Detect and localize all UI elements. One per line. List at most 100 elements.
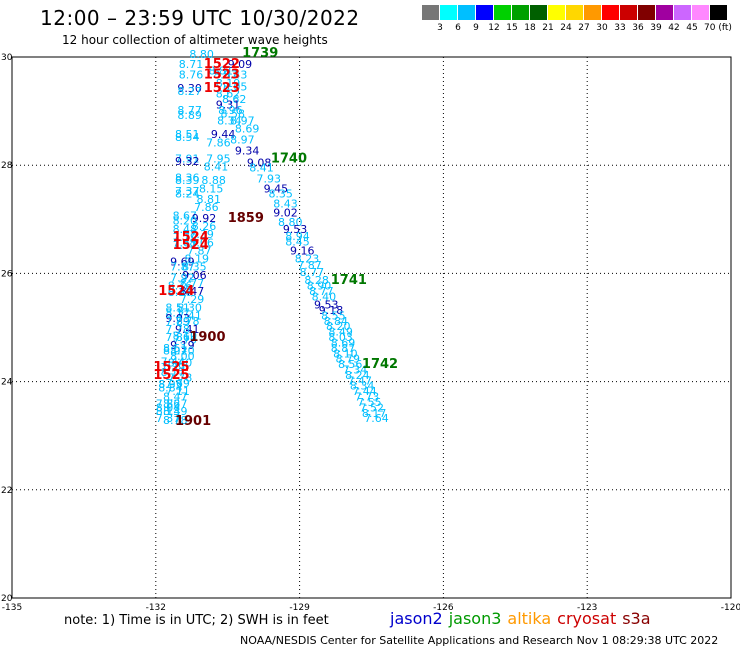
pass-time-label: 1900: [189, 330, 225, 345]
wave-height-value: 8.43: [273, 197, 298, 210]
scale-label: 45: [686, 23, 698, 33]
wave-height-value: 8.48: [173, 223, 198, 236]
wave-height-value: 8.80: [278, 216, 303, 229]
wave-height-value: 8.76: [168, 280, 193, 293]
wave-height-value: 8.76: [179, 69, 204, 82]
x-tick-label: -123: [577, 603, 597, 613]
pass-time-label: 1524: [158, 284, 194, 299]
scale-swatch: [692, 5, 709, 20]
units-note: note: 1) Time is in UTC; 2) SWH is in fe…: [64, 613, 329, 628]
scale-swatch: [638, 5, 655, 20]
satellite-jason3: jason3: [448, 609, 502, 628]
wave-height-value: 9.18: [319, 304, 344, 317]
wave-height-value: 8.77: [180, 277, 205, 290]
wave-height-value: 8.51: [175, 128, 200, 141]
satellite-s3a: s3a: [622, 609, 651, 628]
wave-height-value: 8.13: [156, 405, 181, 418]
chart-title: 12:00 – 23:59 UTC 10/30/2022: [40, 6, 360, 30]
pass-time-label: 1741: [331, 273, 367, 288]
wave-height-value: 9.34: [235, 144, 260, 157]
scale-label: 27: [578, 23, 590, 33]
scale-swatch: [656, 5, 673, 20]
scale-swatch: [512, 5, 529, 20]
wave-height-value: 8.39: [175, 174, 200, 187]
scale-swatch: [548, 5, 565, 20]
wave-height-value: 9.53: [314, 299, 339, 312]
wave-height-value: 7.86: [156, 398, 181, 411]
scale-swatch: [674, 5, 691, 20]
wave-height-value: 7.70: [173, 334, 198, 347]
scale-label: 39: [650, 23, 662, 33]
y-tick-label: 26: [1, 269, 13, 279]
wave-height-value: 8.23: [295, 253, 320, 266]
wave-height-value: 7.69: [165, 377, 190, 390]
wave-height-value: 8.35: [182, 261, 207, 274]
wave-height-value: 9.44: [211, 128, 236, 141]
scale-swatch: [458, 5, 475, 20]
wave-height-value: 7.44: [352, 385, 377, 398]
pass-time-label: 1523: [204, 81, 240, 96]
scale-swatch: [476, 5, 493, 20]
x-tick-label: -126: [433, 603, 454, 613]
pass-time-label: 1524: [173, 238, 209, 253]
pass-time-label: 1742: [362, 357, 398, 372]
pass-time-label: 1740: [271, 151, 307, 166]
x-tick-label: -135: [2, 603, 22, 613]
wave-height-value: 8.47: [180, 285, 205, 298]
pass-time-label: 1901: [175, 414, 211, 429]
wave-height-value: 8.40: [168, 356, 193, 369]
scale-swatch: [710, 5, 727, 20]
scale-swatch: [422, 5, 439, 20]
wave-height-value: 8.77: [309, 285, 334, 298]
wave-height-value: 8.87: [331, 342, 356, 355]
wave-height-value: 8.26: [192, 220, 217, 233]
scale-swatch: [584, 5, 601, 20]
wave-height-value: 8.00: [170, 350, 195, 363]
wave-height-value: 8.17: [362, 407, 387, 420]
wave-height-value: 7.79: [173, 231, 198, 244]
wave-height-value: 8.97: [230, 134, 255, 147]
wave-height-value: 8.51: [165, 301, 190, 314]
wave-height-value: 8.55: [321, 309, 346, 322]
wave-height-value: 7.78: [165, 323, 190, 336]
wave-height-value: 8.62: [222, 93, 247, 106]
scale-swatch: [530, 5, 547, 20]
wave-height-value: 7.87: [297, 259, 322, 272]
wave-height-value: 7.29: [180, 293, 205, 306]
wave-height-value: 8.58: [221, 108, 246, 121]
wave-height-value: 7.34: [343, 363, 368, 376]
wave-height-value: 8.79: [336, 353, 361, 366]
wave-height-value: 7.86: [206, 136, 231, 149]
wave-height-value: 9.41: [175, 323, 200, 336]
wave-height-value: 7.86: [194, 201, 219, 214]
wave-height-value: 8.17: [165, 307, 190, 320]
scale-label: 33: [614, 23, 626, 33]
wave-height-value: 7.47: [348, 374, 373, 387]
wave-height-value: 8.80: [189, 48, 214, 61]
wave-height-value: 8.69: [331, 336, 356, 349]
scale-label: 6: [455, 23, 461, 33]
wave-height-value: 8.41: [249, 162, 274, 175]
scale-swatch: [620, 5, 637, 20]
x-tick-label: -129: [289, 603, 310, 613]
satellite-cryosat: cryosat: [557, 609, 617, 628]
wave-height-value: 8.51: [163, 342, 188, 355]
wave-height-value: 8.47: [163, 391, 188, 404]
wave-height-value: 8.28: [304, 274, 329, 287]
y-tick-label: 30: [1, 53, 13, 63]
wave-height-value: 8.54: [175, 131, 200, 144]
wave-height-value: 9.69: [170, 255, 195, 268]
wave-height-value: 8.17: [161, 366, 186, 379]
wave-height-value: 9.06: [182, 269, 207, 282]
wave-height-value: 7.78: [168, 372, 193, 385]
pass-time-label: 1739: [242, 46, 278, 61]
wave-height-value: 8.27: [163, 398, 188, 411]
wave-height-value: 8.81: [209, 64, 234, 77]
wave-height-value: 7.73: [355, 391, 380, 404]
scale-label: 15: [506, 23, 518, 33]
pass-time-label: 1524: [173, 230, 209, 245]
wave-height-value: 8.20: [326, 320, 351, 333]
wave-height-value: 8.43: [223, 69, 248, 82]
satellite-altika: altika: [507, 609, 552, 628]
wave-height-value: 8.77: [300, 266, 325, 279]
